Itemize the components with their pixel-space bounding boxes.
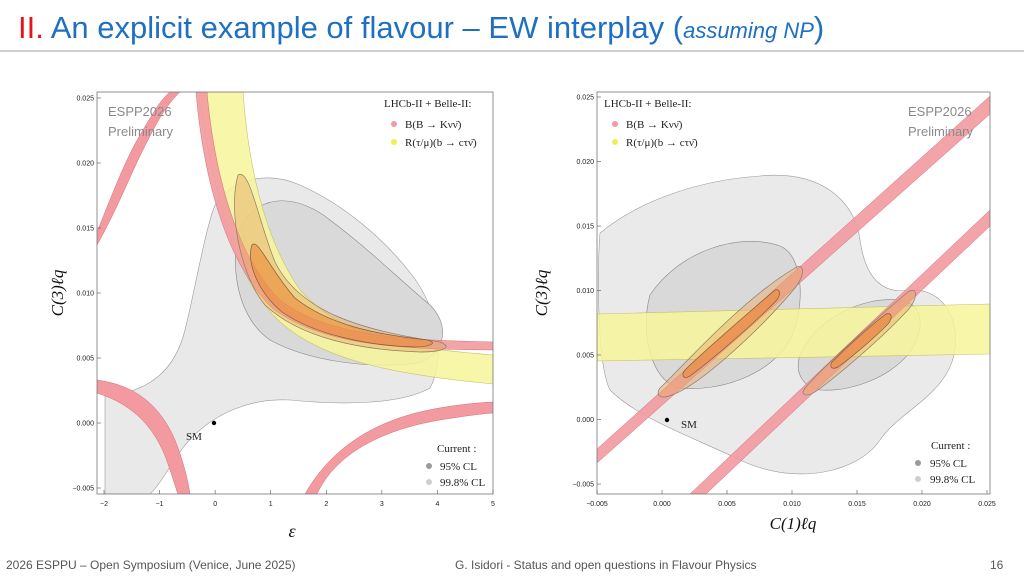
left-legend-r-label: R(τ/μ)(b → cτν̄) (405, 137, 477, 149)
left-legend-998-swatch (426, 479, 432, 485)
left-sm-point (211, 420, 217, 426)
x-tick-label: 0.020 (913, 501, 931, 508)
right-cl998-region (598, 174, 957, 475)
right-legend-b-label: B(B → Kνν̄) (626, 119, 683, 131)
right-b-band-lower (689, 209, 990, 494)
left-b-arc-upper (97, 92, 181, 246)
y-tick-label: −0.005 (72, 486, 94, 493)
y-tick-label: −0.005 (572, 482, 594, 489)
title-divider (0, 50, 1024, 52)
x-tick-label: 0.000 (653, 501, 671, 508)
right-orange-b-inner (830, 313, 892, 369)
x-tick-label: 0 (213, 501, 217, 508)
right-orange-b (802, 290, 916, 396)
right-legend-b-swatch (612, 121, 618, 127)
y-tick-label: 0.015 (576, 224, 594, 231)
left-b-arc-lower-left (97, 379, 191, 494)
left-ylabel: C(3)ℓq (48, 269, 67, 316)
right-legend-current-title: Current : (931, 440, 970, 452)
right-cl95-region-a (645, 241, 801, 389)
left-b-band-upper (195, 92, 493, 351)
left-legend-b-label: B(B → Kνν̄) (405, 119, 462, 131)
slide-title: II. An explicit example of flavour – EW … (18, 10, 824, 46)
left-plot-frame (96, 91, 494, 495)
left-tick-labels: −2 −1 0 1 2 3 4 5 −0.005 0.000 0.005 0.010 0.015 0.02… (72, 96, 495, 509)
y-tick-label: 0.020 (576, 159, 594, 166)
y-tick-label: 0.000 (576, 417, 594, 424)
right-legend-95-swatch (915, 460, 921, 466)
right-legend-r-swatch (612, 139, 618, 145)
left-legend-r-swatch (391, 139, 397, 145)
x-tick-label: −1 (156, 501, 164, 508)
left-xlabel: ε (288, 521, 296, 541)
left-legend-b-swatch (391, 121, 397, 127)
right-legend-r-label: R(τ/μ)(b → cτν̄) (626, 137, 698, 149)
right-orange-a-inner (682, 289, 780, 378)
right-legend-title: LHCb-II + Belle-II: (604, 98, 691, 110)
left-sm-label: SM (186, 431, 202, 443)
right-tick-labels: −0.005 0.000 0.005 0.010 0.015 0.020 0.025 −0.0… (572, 95, 995, 509)
x-tick-label: 0.015 (848, 501, 866, 508)
right-plot-frame (596, 91, 991, 495)
y-tick-label: 0.010 (576, 288, 594, 295)
left-watermark-line1: ESPP2026 (108, 104, 172, 119)
x-tick-label: 0.010 (783, 501, 801, 508)
title-italic: assuming NP (683, 18, 814, 43)
x-tick-label: −0.005 (586, 501, 608, 508)
left-legend-998-label: 99.8% CL (440, 477, 486, 489)
right-watermark-line2: Preliminary (908, 124, 974, 139)
right-cl95-region-b (797, 299, 921, 391)
right-legend-998-swatch (915, 476, 921, 482)
right-sm-point (664, 417, 670, 423)
left-legend-95-swatch (426, 463, 432, 469)
y-tick-label: 0.025 (576, 95, 594, 102)
left-legend-95-label: 95% CL (440, 461, 477, 473)
right-xlabel: C(1)ℓq (770, 514, 817, 533)
right-sm-label: SM (681, 419, 697, 431)
x-tick-label: −2 (100, 501, 108, 508)
x-tick-label: 1 (269, 501, 273, 508)
title-close: ) (813, 10, 825, 45)
title-main: An explicit example of flavour – EW inte… (43, 10, 684, 45)
y-tick-label: 0.005 (576, 353, 594, 360)
right-watermark-line1: ESPP2026 (908, 104, 972, 119)
left-orange-inner (250, 243, 433, 348)
footer-event: 2026 ESPPU – Open Symposium (Venice, Jun… (6, 558, 296, 572)
left-cl95-region (235, 200, 443, 366)
right-legend-998-label: 99.8% CL (930, 474, 976, 486)
x-tick-label: 0.025 (978, 501, 996, 508)
y-tick-label: 0.015 (76, 226, 94, 233)
y-tick-label: 0.020 (76, 161, 94, 168)
section-number: II. (18, 10, 44, 45)
left-legend-title: LHCb-II + Belle-II: (384, 98, 471, 110)
x-tick-label: 4 (435, 501, 439, 508)
y-tick-label: 0.000 (76, 421, 94, 428)
footer-talk: G. Isidori - Status and open questions i… (455, 558, 757, 572)
right-legend-95-label: 95% CL (930, 458, 967, 470)
y-tick-label: 0.010 (76, 291, 94, 298)
left-watermark-line2: Preliminary (108, 124, 174, 139)
right-ylabel: C(3)ℓq (532, 269, 551, 316)
y-tick-label: 0.025 (76, 96, 94, 103)
y-tick-label: 0.005 (76, 356, 94, 363)
left-r-band (197, 92, 493, 385)
right-b-band-upper (597, 95, 990, 464)
x-tick-label: 2 (324, 501, 328, 508)
left-orange-outer (234, 174, 447, 353)
x-tick-label: 3 (380, 501, 384, 508)
x-tick-label: 5 (491, 501, 495, 508)
left-legend-current-title: Current : (437, 443, 476, 455)
x-tick-label: 0.005 (718, 501, 736, 508)
right-r-band (597, 303, 990, 362)
left-cl998-region (104, 177, 439, 494)
right-orange-a (657, 266, 803, 398)
page-number: 16 (990, 558, 1004, 572)
left-b-arc-lower-right (304, 401, 493, 494)
